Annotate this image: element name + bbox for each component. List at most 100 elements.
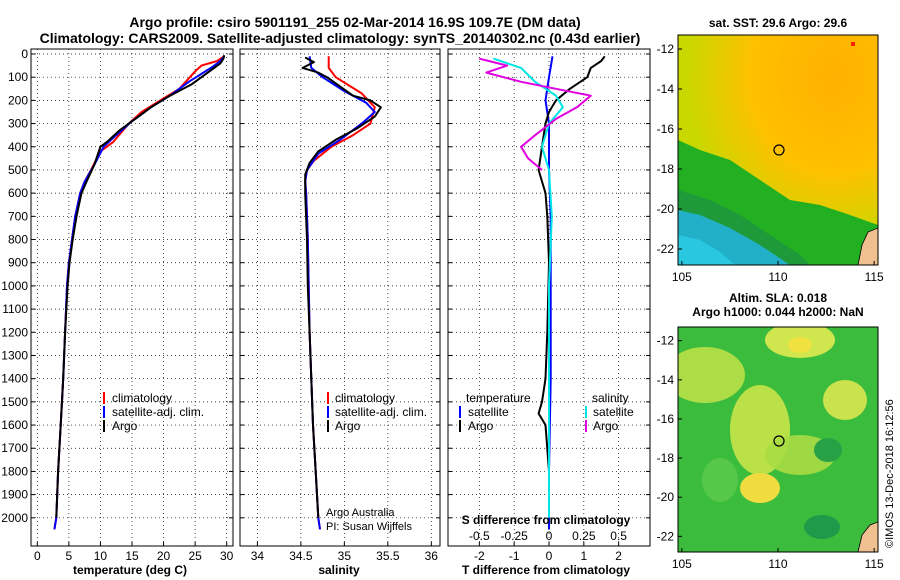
legend-salinity-title: salinity (592, 391, 629, 405)
depth-tick-label: 100 (8, 70, 28, 84)
salinity-x-axis: 34 34.5 35 35.5 36 (251, 542, 439, 563)
depth-tick-label: 1900 (1, 488, 28, 502)
imos-credit: ©IMOS 13-Dec-2018 16:12:56 (884, 399, 896, 548)
temperature-legend: climatology satellite-adj. clim. Argo (103, 391, 204, 433)
sst-map-axes: 105 110 115 -12 -14 -16 -18 -20 -22 (657, 42, 884, 284)
difference-axis-label: T difference from climatology (462, 563, 630, 577)
s-difference-axis: -0.5 -0.25 0 0.25 0.5 (469, 529, 627, 543)
map-lon-label: 115 (865, 270, 884, 284)
legend-satellite: satellite-adj. clim. (112, 405, 204, 419)
map-lat-label: -16 (657, 412, 675, 426)
s-difference-tick-label: -0.25 (500, 529, 528, 543)
sla-map-title-1: Altim. SLA: 0.018 (729, 291, 827, 305)
map-lon-label: 105 (672, 557, 692, 571)
series-temperature-argo (537, 55, 606, 518)
salinity-tick-label: 35 (338, 549, 352, 563)
series-argo (55, 54, 226, 518)
depth-tick-label: 1400 (1, 372, 28, 386)
temperature-tick-label: 25 (188, 549, 202, 563)
legend-mark-argo (327, 420, 329, 432)
depth-tick-label: 1300 (1, 348, 28, 362)
title-line-1: Argo profile: csiro 5901191_255 02-Mar-2… (129, 14, 580, 30)
legend-argo: Argo (335, 419, 361, 433)
depth-tick-label: 2000 (1, 511, 28, 525)
difference-tick-label: -1 (509, 549, 520, 563)
salinity-axis-label: salinity (318, 563, 360, 577)
legend-s-argo: Argo (593, 419, 619, 433)
sla-land (857, 521, 878, 552)
sla-map-axes: 105 110 115 -12 -14 -16 -18 -20 -22 (657, 334, 884, 571)
depth-tick-label: 500 (8, 163, 28, 177)
map-lat-label: -18 (657, 162, 675, 176)
legend-t-argo: Argo (468, 419, 494, 433)
map-lat-label: -12 (657, 334, 675, 348)
map-lat-label: -22 (657, 529, 675, 543)
map-lat-label: -14 (657, 373, 675, 387)
grid (31, 49, 650, 546)
depth-tick-label: 800 (8, 233, 28, 247)
depth-tick-label: 0 (21, 47, 28, 61)
depth-axis: 0 100 200 300 400 500 600 700 800 900 1000 1100 1200… (1, 47, 28, 525)
temperature-tick-label: 15 (125, 549, 139, 563)
legend-mark-climatology (103, 392, 105, 404)
legend-mark-argo (103, 420, 105, 432)
difference-legend: temperature satellite Argo salinity sate… (459, 391, 634, 433)
legend-argo: Argo (112, 419, 138, 433)
map-lat-label: -14 (657, 82, 675, 96)
legend-climatology: climatology (112, 391, 172, 405)
argo-float-marker (773, 144, 785, 156)
sst-land (857, 227, 878, 265)
legend-t-satellite: satellite (468, 405, 509, 419)
legend-mark-climatology (327, 392, 329, 404)
series-salinity-satellite (492, 57, 564, 518)
depth-tick-label: 1200 (1, 325, 28, 339)
map-lat-label: -18 (657, 451, 675, 465)
map-lon-label: 105 (672, 270, 692, 284)
difference-tick-label: 1 (580, 549, 587, 563)
salinity-tick-label: 36 (425, 549, 439, 563)
depth-tick-label: 1700 (1, 441, 28, 455)
profile-lines (53, 54, 606, 530)
temperature-tick-label: 30 (220, 549, 234, 563)
depth-tick-label: 1000 (1, 279, 28, 293)
figure-title: Argo profile: csiro 5901191_255 02-Mar-2… (40, 14, 641, 46)
depth-tick-label: 400 (8, 140, 28, 154)
salinity-tick-label: 35.5 (376, 549, 400, 563)
difference-tick-label: -2 (474, 549, 485, 563)
sst-light-cyan-region (678, 235, 735, 265)
depth-tick-label: 1100 (2, 302, 28, 316)
depth-tick-label: 300 (8, 117, 28, 131)
map-lat-label: -20 (657, 490, 675, 504)
difference-tick-label: 0 (546, 549, 553, 563)
legend-mark-t-satellite (459, 406, 461, 418)
difference-x-axis: -2 -1 0 1 2 (474, 542, 622, 563)
series-climatology (53, 55, 225, 530)
series-argo (301, 56, 382, 518)
sla-map-title-2: Argo h1000: 0.044 h2000: NaN (692, 305, 863, 319)
difference-tick-label: 2 (615, 549, 622, 563)
map-lon-label: 110 (768, 557, 787, 571)
legend-satellite: satellite-adj. clim. (335, 405, 427, 419)
map-lat-label: -22 (657, 242, 675, 256)
temperature-x-axis: 0 5 10 15 20 25 30 (34, 542, 234, 563)
legend-mark-s-argo (585, 420, 587, 432)
map-lon-label: 115 (865, 557, 884, 571)
depth-tick-label: 1600 (1, 418, 28, 432)
map-lat-label: -12 (657, 42, 675, 56)
legend-mark-satellite (103, 406, 105, 418)
sst-map (678, 35, 878, 265)
sst-hotspot (851, 42, 855, 46)
temperature-tick-label: 20 (157, 549, 171, 563)
map-lon-label: 110 (768, 270, 787, 284)
credit-argo-australia: Argo Australia (326, 507, 395, 519)
series-salinity-argo (479, 57, 592, 171)
legend-climatology: climatology (335, 391, 395, 405)
temperature-tick-label: 5 (66, 549, 73, 563)
salinity-tick-label: 34 (251, 549, 265, 563)
map-lat-label: -20 (657, 202, 675, 216)
s-difference-tick-label: 0.5 (610, 529, 627, 543)
legend-mark-s-satellite (585, 406, 587, 418)
map-lat-label: -16 (657, 122, 675, 136)
title-line-2: Climatology: CARS2009. Satellite-adjuste… (40, 30, 641, 46)
